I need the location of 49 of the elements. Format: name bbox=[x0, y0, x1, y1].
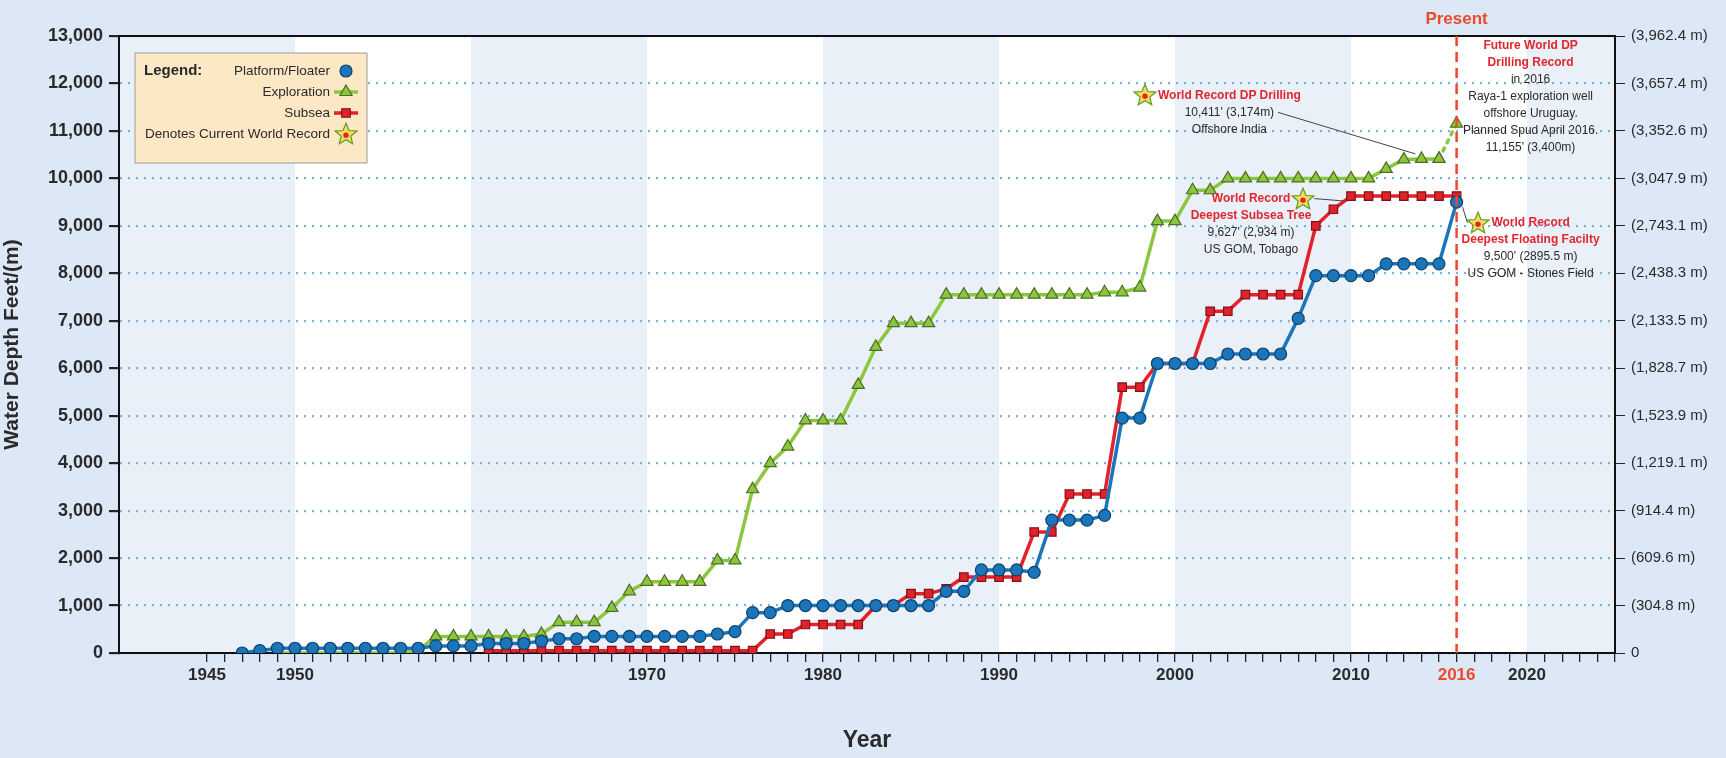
x-tick-label: 2000 bbox=[1156, 664, 1194, 684]
legend-label: Subsea bbox=[284, 104, 331, 120]
legend-label: Exploration bbox=[262, 83, 330, 99]
x-tick-label: 2010 bbox=[1332, 664, 1370, 684]
x-tick-label: 2020 bbox=[1508, 664, 1546, 684]
y2-tick-label: (1,219.1 m) bbox=[1631, 453, 1708, 471]
legend-label: Platform/Floater bbox=[233, 62, 331, 78]
y2-tick-label: (3,352.6 m) bbox=[1631, 121, 1708, 139]
annotation: Future World DP Drilling Record in 2016 Raya-1 exploration well offshore Uruguay. Planned Spud April 2016. 11,155' (3,400m) bbox=[1462, 38, 1599, 155]
y-tick-label: 0 bbox=[92, 641, 103, 662]
y-tick-label: 4,000 bbox=[57, 452, 103, 473]
y2-tick-label: (609.6 m) bbox=[1631, 548, 1696, 566]
y-tick-label: 5,000 bbox=[57, 404, 103, 425]
y-tick-label: 13,000 bbox=[47, 24, 103, 45]
y-axis-title: Water Depth Feet/(m) bbox=[0, 239, 23, 450]
ref-line-label: Present bbox=[1425, 9, 1489, 29]
annotation: World Record DP Drilling 10,411' (3,174m) Offshore India bbox=[1157, 87, 1301, 136]
x-tick-label: 1950 bbox=[276, 664, 314, 684]
y-tick-label: 10,000 bbox=[47, 167, 103, 188]
y-tick-label: 3,000 bbox=[57, 499, 103, 520]
y2-tick-label: (1,828.7 m) bbox=[1631, 358, 1708, 376]
y2-tick-label: (914.4 m) bbox=[1631, 500, 1696, 518]
y-tick-label: 8,000 bbox=[57, 262, 103, 283]
x-axis-title: Year bbox=[842, 725, 892, 752]
y-tick-label: 12,000 bbox=[47, 72, 103, 93]
y-tick-label: 2,000 bbox=[57, 547, 103, 568]
legend-title: Legend: bbox=[144, 61, 203, 79]
y2-tick-label: (2,438.3 m) bbox=[1631, 263, 1708, 281]
annotation: World Record Deepest Subsea Tree 9,627' (2,934 m) US GOM, Tobago bbox=[1190, 190, 1312, 256]
y2-tick-label: (3,047.9 m) bbox=[1631, 168, 1708, 186]
y-tick-label: 7,000 bbox=[57, 309, 103, 330]
y2-tick-label: (3,962.4 m) bbox=[1631, 26, 1708, 44]
y2-tick-label: (304.8 m) bbox=[1631, 595, 1696, 613]
annotation: World Record Deepest Floating Facilty 9,500' (2895.5 m) US GOM - Stones Field bbox=[1461, 214, 1600, 280]
x-tick-label: 1980 bbox=[804, 664, 842, 684]
x-tick-label: 1945 bbox=[188, 664, 226, 684]
y2-tick-label: (2,743.1 m) bbox=[1631, 216, 1708, 233]
annotation: Denotes Current World Record bbox=[144, 125, 330, 141]
x-tick-label: 1970 bbox=[628, 664, 666, 684]
x-tick-label: 2016 bbox=[1437, 664, 1476, 684]
x-tick-label: 1990 bbox=[980, 664, 1018, 684]
y-tick-label: 11,000 bbox=[48, 119, 103, 140]
y-tick-label: 6,000 bbox=[57, 357, 103, 378]
y2-tick-label: (2,133.5 m) bbox=[1631, 310, 1708, 328]
y-tick-label: 1,000 bbox=[57, 594, 103, 615]
y2-tick-label: 0 bbox=[1631, 643, 1640, 661]
y-tick-label: 9,000 bbox=[57, 214, 103, 235]
y2-tick-label: (3,657.4 m) bbox=[1631, 73, 1708, 91]
y2-tick-label: (1,523.9 m) bbox=[1631, 405, 1708, 423]
